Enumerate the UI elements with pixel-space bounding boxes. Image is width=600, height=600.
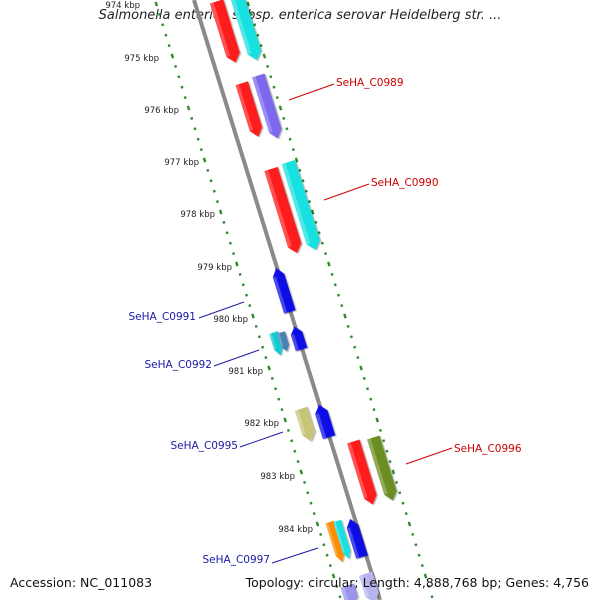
gene-arrow[interactable] <box>252 73 284 141</box>
gene-arrow[interactable] <box>347 439 379 507</box>
gene-arrow[interactable] <box>294 406 317 443</box>
gene-arrow[interactable] <box>358 571 381 600</box>
gene-arrow[interactable] <box>209 0 242 65</box>
gene-arrow[interactable] <box>289 325 308 352</box>
ruler-label: 983 kbp <box>260 472 295 482</box>
gene-label[interactable]: SeHA_C0997 <box>202 554 270 566</box>
ruler-label: 980 kbp <box>213 315 248 325</box>
ruler-label: 979 kbp <box>197 263 232 273</box>
gene-arrow[interactable] <box>344 517 368 559</box>
ruler-label: 984 kbp <box>278 525 313 535</box>
gene-label[interactable]: SeHA_C0989 <box>336 77 404 89</box>
ruler-ticks-right <box>246 1 434 599</box>
gene-label[interactable]: SeHA_C0995 <box>170 440 238 452</box>
gene-arrow[interactable] <box>235 81 265 138</box>
ruler-label: 975 kbp <box>124 54 159 64</box>
gene-label[interactable]: SeHA_C0996 <box>454 443 522 455</box>
gene-arrow[interactable] <box>313 403 336 440</box>
gene-callouts: SeHA_C0989 SeHA_C0990 SeHA_C0991 SeHA_C0992… <box>128 77 521 566</box>
gene-arrow[interactable] <box>367 435 399 503</box>
ruler-label: 974 kbp <box>105 1 140 11</box>
gene-arrow[interactable] <box>281 159 323 252</box>
ruler-label: 978 kbp <box>180 210 215 220</box>
gene-label[interactable]: SeHA_C0991 <box>128 311 196 323</box>
gene-arrow[interactable] <box>340 583 359 600</box>
gene-label[interactable]: SeHA_C0992 <box>144 359 212 371</box>
gene-arrow[interactable] <box>325 520 346 564</box>
ruler-label: 976 kbp <box>144 106 179 116</box>
gene-arrow[interactable] <box>270 266 296 314</box>
ruler-label: 982 kbp <box>244 419 279 429</box>
gene-arrow[interactable] <box>264 166 303 255</box>
gene-arrow[interactable] <box>277 331 291 352</box>
gene-label[interactable]: SeHA_C0990 <box>371 177 439 189</box>
accession-text: Accession: NC_011083 <box>10 575 153 590</box>
ruler-label: 977 kbp <box>164 158 199 168</box>
gene-arrow[interactable] <box>333 519 352 561</box>
ruler-label: 981 kbp <box>228 367 263 377</box>
gene-arrow[interactable] <box>226 0 263 62</box>
ruler-ticks-left <box>154 1 342 599</box>
gene-features[interactable] <box>209 0 399 600</box>
topology-text: Topology: circular; Length: 4,888,768 bp… <box>245 575 589 590</box>
ruler-labels: 974 kbp 975 kbp 976 kbp 977 kbp 978 kbp 979 k… <box>105 1 313 535</box>
